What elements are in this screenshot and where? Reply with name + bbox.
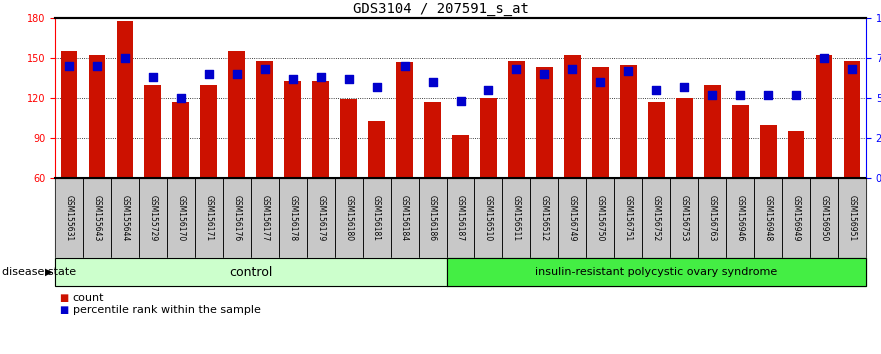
Text: percentile rank within the sample: percentile rank within the sample <box>72 305 261 315</box>
Point <box>258 66 272 72</box>
Point <box>202 71 216 77</box>
Point <box>90 63 104 69</box>
Point <box>537 71 552 77</box>
Point <box>593 79 607 85</box>
Bar <box>536 67 552 178</box>
Point <box>397 63 411 69</box>
Point <box>426 79 440 85</box>
Bar <box>312 81 329 178</box>
Bar <box>116 21 133 178</box>
Text: GSM156751: GSM156751 <box>624 195 633 241</box>
Text: GSM156949: GSM156949 <box>792 195 801 241</box>
Point <box>369 84 383 90</box>
Bar <box>592 67 609 178</box>
Text: GSM155643: GSM155643 <box>93 195 101 241</box>
Text: ■: ■ <box>59 293 69 303</box>
Bar <box>228 51 245 178</box>
Bar <box>788 131 804 178</box>
Point <box>62 63 76 69</box>
Point <box>566 66 580 72</box>
Bar <box>704 85 721 178</box>
Point <box>761 92 775 98</box>
Point <box>509 66 523 72</box>
Point <box>230 71 244 77</box>
Text: GSM156186: GSM156186 <box>428 195 437 241</box>
Text: GSM156171: GSM156171 <box>204 195 213 241</box>
Text: GDS3104 / 207591_s_at: GDS3104 / 207591_s_at <box>352 2 529 16</box>
Text: GSM156948: GSM156948 <box>764 195 773 241</box>
Bar <box>452 135 469 178</box>
Text: GSM156178: GSM156178 <box>288 195 297 241</box>
Text: GSM155631: GSM155631 <box>64 195 73 241</box>
Bar <box>424 102 440 178</box>
Text: GSM156749: GSM156749 <box>568 195 577 241</box>
Bar <box>620 65 637 178</box>
Bar <box>816 55 833 178</box>
Text: control: control <box>229 266 272 279</box>
Bar <box>508 61 525 178</box>
Text: GSM156750: GSM156750 <box>596 195 605 241</box>
Bar <box>396 62 413 178</box>
Bar <box>340 99 357 178</box>
Point <box>285 76 300 82</box>
Point <box>314 74 328 80</box>
Text: ▶: ▶ <box>45 267 52 277</box>
Bar <box>676 98 692 178</box>
Point <box>705 92 719 98</box>
Bar <box>732 105 749 178</box>
Text: disease state: disease state <box>2 267 76 277</box>
Point <box>649 87 663 93</box>
Text: GSM156187: GSM156187 <box>456 195 465 241</box>
Text: insulin-resistant polycystic ovary syndrome: insulin-resistant polycystic ovary syndr… <box>535 267 777 277</box>
Text: GSM156752: GSM156752 <box>652 195 661 241</box>
Point <box>621 68 635 74</box>
Text: GSM156177: GSM156177 <box>260 195 270 241</box>
Text: GSM156510: GSM156510 <box>484 195 493 241</box>
Text: GSM156184: GSM156184 <box>400 195 409 241</box>
Text: GSM156950: GSM156950 <box>819 195 828 241</box>
Text: GSM156951: GSM156951 <box>848 195 856 241</box>
Text: GSM156176: GSM156176 <box>233 195 241 241</box>
Text: GSM156512: GSM156512 <box>540 195 549 241</box>
Point <box>845 66 859 72</box>
Bar <box>368 121 385 178</box>
Text: GSM156763: GSM156763 <box>707 195 716 241</box>
Text: GSM156180: GSM156180 <box>344 195 353 241</box>
Text: count: count <box>72 293 104 303</box>
Point <box>174 95 188 101</box>
Point <box>677 84 692 90</box>
Point <box>733 92 747 98</box>
Point <box>481 87 495 93</box>
Text: GSM156753: GSM156753 <box>680 195 689 241</box>
Text: GSM155729: GSM155729 <box>148 195 158 241</box>
Bar <box>256 61 273 178</box>
Point <box>342 76 356 82</box>
Point <box>817 55 831 61</box>
Text: GSM156946: GSM156946 <box>736 195 744 241</box>
Text: GSM155644: GSM155644 <box>121 195 130 241</box>
Bar <box>480 98 497 178</box>
Bar <box>89 55 106 178</box>
Bar <box>285 81 301 178</box>
Bar <box>759 125 776 178</box>
Text: ■: ■ <box>59 305 69 315</box>
Text: GSM156170: GSM156170 <box>176 195 185 241</box>
Bar <box>200 85 218 178</box>
Point <box>454 98 468 104</box>
Text: GSM156179: GSM156179 <box>316 195 325 241</box>
Bar <box>61 51 78 178</box>
Text: GSM156511: GSM156511 <box>512 195 521 241</box>
Bar <box>144 85 161 178</box>
Point <box>146 74 160 80</box>
Point <box>789 92 803 98</box>
Bar <box>173 102 189 178</box>
Bar <box>844 61 861 178</box>
Point <box>118 55 132 61</box>
Text: GSM156181: GSM156181 <box>372 195 381 241</box>
Bar <box>648 102 664 178</box>
Bar <box>564 55 581 178</box>
